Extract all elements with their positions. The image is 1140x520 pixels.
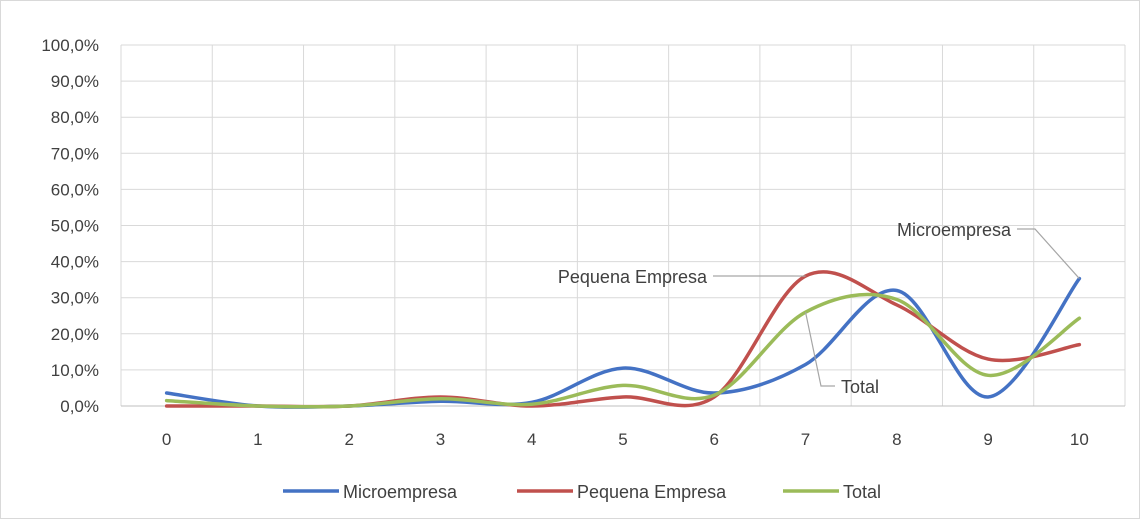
x-tick-label: 5 <box>618 430 627 449</box>
x-tick-label: 4 <box>527 430 536 449</box>
y-tick-label: 30,0% <box>51 289 99 308</box>
x-tick-label: 1 <box>253 430 262 449</box>
y-tick-label: 20,0% <box>51 325 99 344</box>
annotation-leader-line <box>806 312 835 386</box>
x-tick-label: 2 <box>344 430 353 449</box>
y-tick-label: 90,0% <box>51 72 99 91</box>
legend-label: Pequena Empresa <box>577 482 727 502</box>
y-tick-label: 70,0% <box>51 144 99 163</box>
x-tick-label: 0 <box>162 430 171 449</box>
y-tick-label: 40,0% <box>51 253 99 272</box>
y-tick-label: 60,0% <box>51 180 99 199</box>
legend-label: Microempresa <box>343 482 458 502</box>
x-tick-label: 3 <box>436 430 445 449</box>
y-tick-label: 80,0% <box>51 108 99 127</box>
x-tick-label: 10 <box>1070 430 1089 449</box>
legend-label: Total <box>843 482 881 502</box>
annotation-label: Total <box>841 377 879 397</box>
legend: Microempresa Pequena Empresa Total <box>283 482 881 502</box>
x-tick-label: 6 <box>710 430 719 449</box>
x-tick-label: 9 <box>983 430 992 449</box>
y-tick-label: 0,0% <box>60 397 99 416</box>
y-tick-label: 50,0% <box>51 217 99 236</box>
annotation-label: Microempresa <box>897 220 1012 240</box>
x-tick-label: 7 <box>801 430 810 449</box>
y-tick-label: 100,0% <box>41 36 99 55</box>
annotation-label: Pequena Empresa <box>558 267 708 287</box>
annotation-leader-line <box>1017 229 1079 279</box>
axes: 0,0% 10,0% 20,0% 30,0% 40,0% 50,0% 60,0% 70,0% 8… <box>41 36 1125 449</box>
y-tick-label: 10,0% <box>51 361 99 380</box>
x-tick-label: 8 <box>892 430 901 449</box>
